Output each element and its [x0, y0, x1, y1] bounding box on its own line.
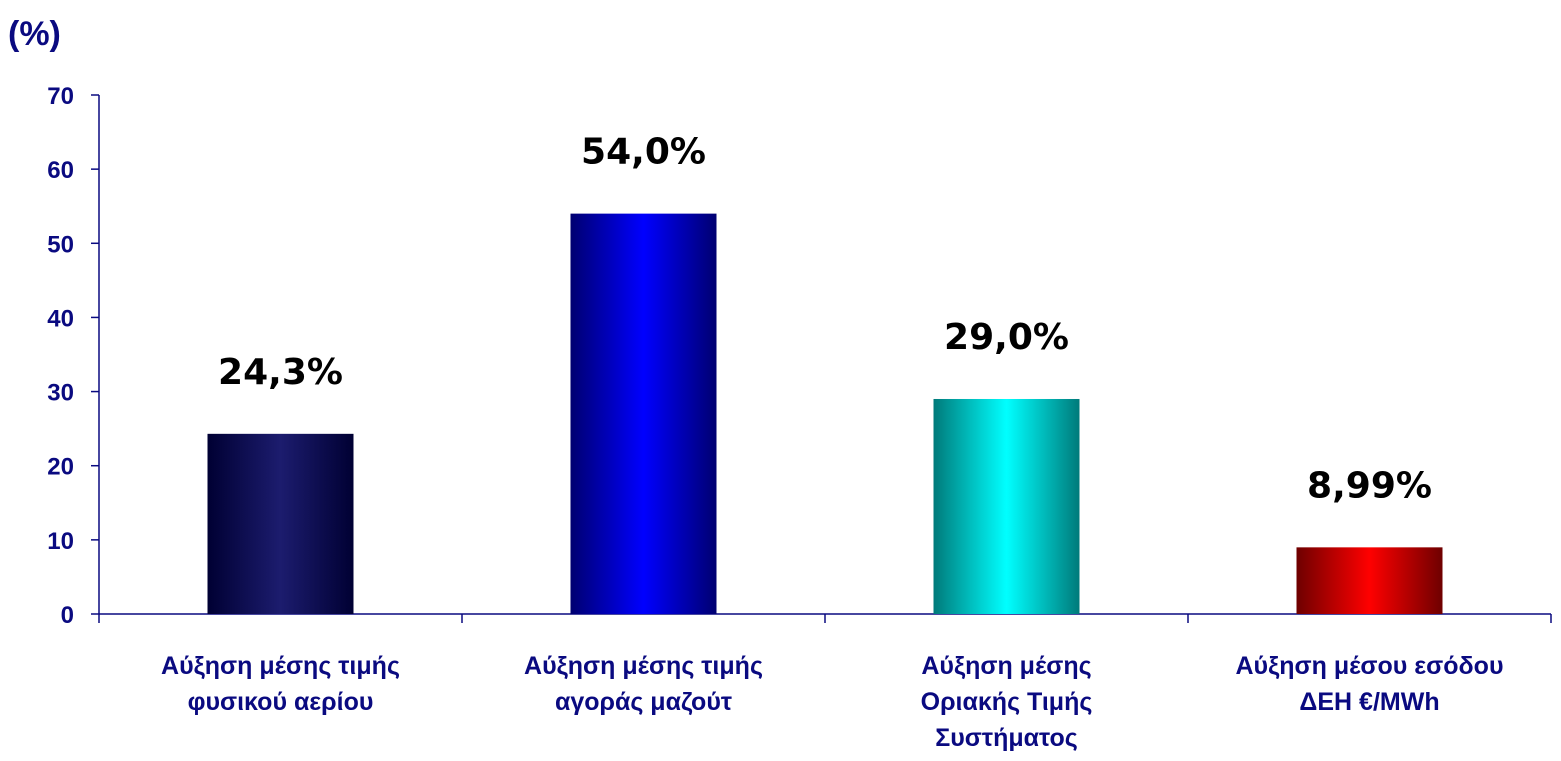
bars: [207, 213, 1443, 614]
category-label-2: Αύξηση μέσης τιμής αγοράς μαζούτ: [524, 652, 763, 716]
bar-2: [570, 213, 717, 614]
y-tick-label: 30: [47, 380, 74, 407]
y-tick-label: 0: [61, 602, 74, 629]
y-axis-label: (%): [8, 15, 61, 53]
data-label-3: 29,0%: [944, 317, 1069, 358]
category-label-3: Αύξηση μέσης Οριακής Τιμής Συστήματος: [921, 652, 1093, 752]
bar-1: [207, 433, 354, 614]
y-tick-label: 40: [47, 305, 74, 332]
data-labels: 24,3% 54,0% 29,0% 8,99%: [218, 132, 1432, 507]
category-label-1: Αύξηση μέσης τιμής φυσικού αερίου: [161, 652, 400, 716]
data-label-2: 54,0%: [581, 132, 706, 173]
y-tick-label: 70: [47, 83, 74, 110]
bar-4: [1296, 547, 1443, 614]
category-labels: Αύξηση μέσης τιμής φυσικού αερίου Αύξηση μ…: [161, 652, 1503, 752]
data-label-1: 24,3%: [218, 352, 343, 393]
data-label-4: 8,99%: [1307, 465, 1432, 506]
y-tick-label: 20: [47, 454, 74, 481]
bar-3: [933, 398, 1080, 614]
category-label-4: Αύξηση μέσου εσόδου ΔΕΗ €/MWh: [1236, 652, 1504, 716]
y-tick-label: 10: [47, 528, 74, 555]
y-tick-label: 60: [47, 157, 74, 184]
y-tick-label: 50: [47, 231, 74, 258]
